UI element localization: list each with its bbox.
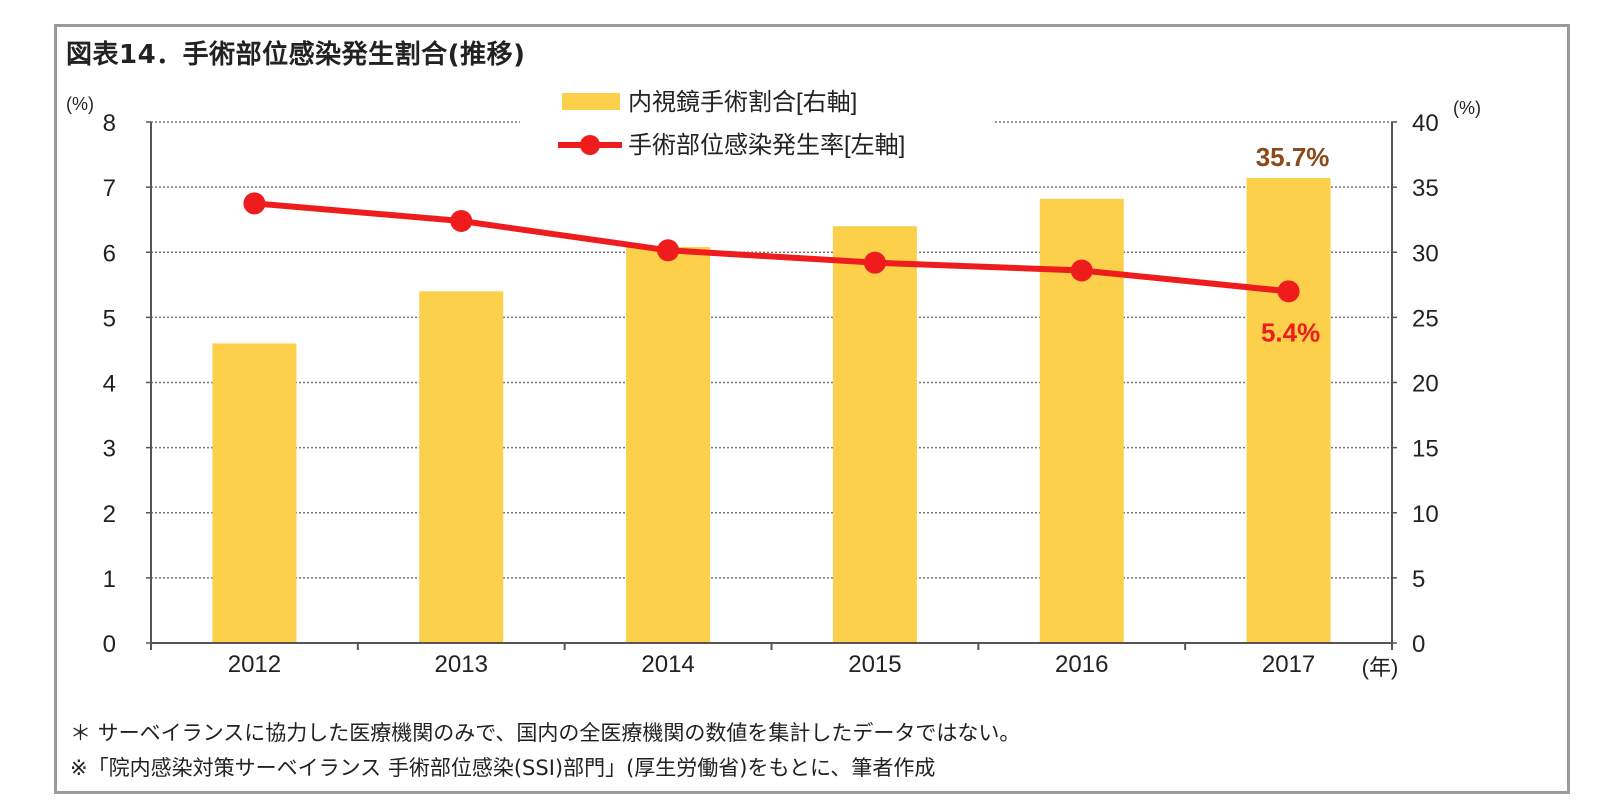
x-axis-label: (年)	[1362, 655, 1399, 680]
y-right-tick-label: 35	[1412, 175, 1439, 202]
line-point	[1070, 259, 1093, 282]
x-tick-label: 2016	[1055, 651, 1108, 678]
y-right-tick-label: 15	[1412, 436, 1439, 463]
y-right-tick-label: 10	[1412, 501, 1439, 528]
line-point	[450, 209, 473, 232]
line-path	[254, 200, 1289, 295]
axes: 0 1 2 3 4 5 6 7 8 0 5 10 15 20 25 30 35 40 2012 2013 2014 201…	[66, 94, 1481, 680]
y-left-tick-label: 7	[103, 175, 116, 202]
data-labels: 35.7% 5.4%	[1256, 142, 1330, 347]
bar-series	[212, 178, 1331, 644]
y-left-tick-label: 3	[103, 436, 116, 463]
bar	[1246, 178, 1331, 643]
x-tick-label: 2017	[1262, 651, 1315, 678]
line-point	[243, 192, 266, 215]
legend-line-label: 手術部位感染発生率[左軸]	[628, 132, 905, 159]
bar	[832, 226, 917, 643]
bar	[626, 247, 711, 644]
legend-line-marker	[580, 135, 600, 155]
bar	[419, 291, 504, 643]
line-series	[243, 192, 1300, 303]
footnote-1: ＊ サーベイランスに協力した医療機関のみで、国内の全医療機関の数値を集計したデー…	[70, 721, 1021, 745]
x-tick-label: 2012	[228, 651, 281, 678]
bar-value-label: 35.7%	[1256, 142, 1330, 172]
line-point	[1277, 280, 1300, 303]
y-left-tick-label: 4	[103, 371, 116, 398]
bar	[212, 343, 297, 643]
line-point	[863, 251, 886, 274]
y-left-tick-label: 8	[103, 110, 116, 137]
y-right-tick-label: 0	[1412, 631, 1425, 658]
x-tick-label: 2014	[641, 651, 694, 678]
legend-bar-swatch	[562, 93, 620, 110]
y-right-tick-label: 30	[1412, 240, 1439, 267]
x-tick-label: 2015	[848, 651, 901, 678]
footnote-2: ※「院内感染対策サーベイランス 手術部位感染(SSI)部門」(厚生労働省)をもと…	[70, 756, 936, 780]
legend: 内視鏡手術割合[右軸] 手術部位感染発生率[左軸]	[520, 84, 995, 166]
y-right-tick-label: 40	[1412, 110, 1439, 137]
y-left-tick-label: 5	[103, 305, 116, 332]
y-left-tick-label: 6	[103, 240, 116, 267]
y-right-tick-label: 5	[1412, 566, 1425, 593]
y-left-tick-label: 2	[103, 501, 116, 528]
y-right-tick-label: 25	[1412, 305, 1439, 332]
y-right-tick-label: 20	[1412, 371, 1439, 398]
gridlines	[151, 121, 1392, 579]
legend-bar-label: 内視鏡手術割合[右軸]	[628, 89, 857, 116]
line-value-label: 5.4%	[1261, 317, 1320, 347]
chart-title: 図表14．手術部位感染発生割合(推移)	[66, 40, 526, 70]
y-left-tick-label: 0	[103, 631, 116, 658]
chart-area: 0 1 2 3 4 5 6 7 8 0 5 10 15 20 25 30 35 40 2012 2013 2014 201…	[66, 84, 1481, 680]
y-left-tick-label: 1	[103, 566, 116, 593]
x-tick-label: 2013	[435, 651, 488, 678]
line-point	[657, 239, 680, 262]
y-left-axis-label: (%)	[66, 94, 94, 114]
y-right-axis-label: (%)	[1453, 98, 1481, 118]
